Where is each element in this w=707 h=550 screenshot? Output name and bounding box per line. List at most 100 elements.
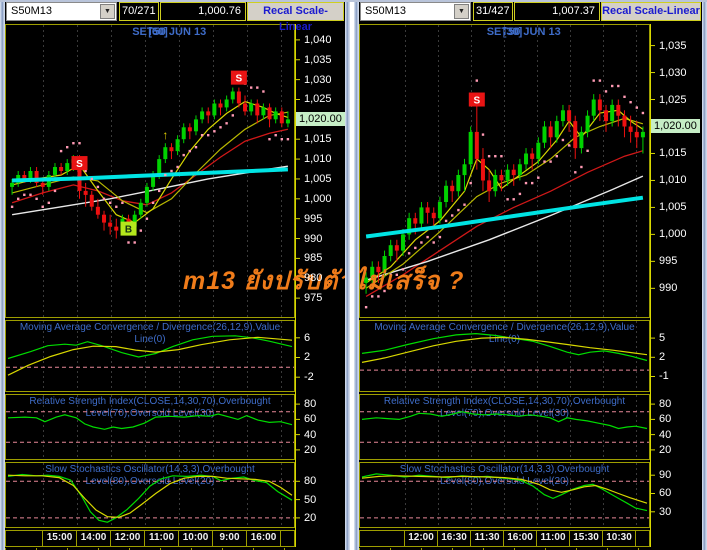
price-tick-label: 1,035 [659, 40, 687, 52]
time-axis-cell: 15:30 [570, 530, 603, 547]
stoch-tick-label: 90 [659, 469, 672, 481]
price-tick-label: 1,040 [304, 34, 332, 46]
time-axis-cell: 15:00 [43, 530, 77, 547]
macd-tick-label: 5 [659, 332, 666, 344]
price-tick-label: 1,005 [304, 173, 332, 185]
stoch-line [361, 473, 648, 512]
recal-scale-button[interactable]: Recal Scale-Linear [601, 2, 701, 21]
rsi-tick-label: 40 [659, 429, 672, 441]
window-edge-right [702, 0, 707, 550]
bar-counter-field: 70/271 [119, 2, 159, 21]
bar-counter-field: 31/427 [473, 2, 513, 21]
chart-panel-left: S50M13 ▼ 70/271 1,000.76 Recal Scale-Lin… [0, 0, 350, 550]
recal-scale-button[interactable]: Recal Scale-Linear [247, 2, 344, 33]
rsi-tick-label: 20 [659, 444, 672, 456]
time-axis-cell: 11:00 [537, 530, 570, 547]
stoch-tick-label: 80 [304, 475, 317, 487]
candlestick-chart[interactable]: S [354, 0, 707, 550]
time-axis-cell [281, 530, 295, 547]
rsi-title: Relative Strength Index(CLOSE,14,30,70),… [29, 396, 271, 419]
buy-signal-marker [120, 221, 137, 236]
dropdown-arrow-icon[interactable]: ▼ [100, 4, 115, 19]
price-tick-label: 1,010 [304, 153, 332, 165]
rsi-tick-label: 80 [304, 398, 317, 410]
dropdown-arrow-icon[interactable]: ▼ [454, 4, 469, 19]
price-tick-label: 995 [304, 213, 323, 225]
price-tick-label: 1,005 [659, 201, 687, 213]
ma-line [365, 195, 644, 239]
time-axis-cell: 14:00 [77, 530, 111, 547]
ma-line [11, 111, 289, 214]
last-price-tag: 1,020.00 [651, 119, 700, 133]
time-axis-cell: 11:30 [471, 530, 504, 547]
svg-text:B: B [125, 225, 132, 236]
macd-line [7, 336, 293, 376]
time-axis-cell: 12:00 [405, 530, 438, 547]
stoch-line [7, 474, 293, 518]
main-plot-frame [359, 24, 650, 318]
sar-dots [364, 79, 645, 309]
time-axis-row: 12:00 16:30 11:30 16:00 11:00 15:30 10:30 [359, 530, 650, 547]
stoch-line [361, 475, 648, 504]
avg-price-field: 1,007.37 [514, 2, 600, 21]
time-axis-cell: 16:30 [438, 530, 471, 547]
svg-text:S: S [76, 159, 83, 170]
rsi-line [361, 411, 648, 430]
price-tick-label: 1,015 [304, 133, 332, 145]
time-axis-cell: 16:00 [247, 530, 281, 547]
panel-header: S50M13 ▼ 31/427 1,007.37 Recal Scale-Lin… [360, 2, 701, 22]
price-tick-label: 995 [659, 255, 678, 267]
ma-line [365, 117, 644, 289]
symbol-dropdown[interactable]: S50M13 ▼ [6, 2, 117, 21]
time-axis-cell: 10:00 [179, 530, 213, 547]
stoch-tick-label: 50 [304, 494, 317, 506]
time-axis-cell: 11:00 [145, 530, 179, 547]
price-tick-label: 1,000 [659, 228, 687, 240]
macd-frame [359, 320, 650, 392]
price-tick-label: 990 [304, 233, 323, 245]
time-axis-cell: 12:00 [111, 530, 145, 547]
time-axis-cell [359, 530, 405, 547]
window-edge-left [0, 0, 5, 550]
candlestick-chart[interactable]: S B ↑ S [0, 0, 350, 550]
rsi-tick-label: 40 [304, 429, 317, 441]
sell-signal-marker [71, 156, 88, 171]
rsi-tick-label: 20 [304, 444, 317, 456]
time-axis-cell: 9:00 [213, 530, 247, 547]
price-tick-label: 1,025 [659, 94, 687, 106]
price-tick-label: 1,010 [659, 174, 687, 186]
right-panel-left-border [354, 0, 359, 550]
rsi-frame [5, 394, 295, 460]
stoch-tick-label: 30 [659, 506, 672, 518]
macd-line [361, 332, 648, 362]
svg-text:S: S [473, 96, 480, 107]
macd-tick-label: 6 [304, 332, 311, 344]
symbol-dropdown[interactable]: S50M13 ▼ [360, 2, 471, 21]
left-panel-right-border [345, 0, 350, 550]
sell-signal-marker [230, 70, 247, 85]
time-axis-cell: 16:00 [504, 530, 537, 547]
ma-line [11, 100, 289, 224]
time-axis-row: 15:00 14:00 12:00 11:00 10:00 9:00 16:00 [5, 530, 295, 547]
price-tick-label: 985 [304, 252, 323, 264]
secondary-axis-row-clipped [5, 548, 295, 550]
time-axis-cell: 10:30 [603, 530, 636, 547]
main-plot-frame [5, 24, 295, 318]
stoch-tick-label: 60 [659, 487, 672, 499]
price-tick-label: 990 [659, 282, 678, 294]
panel-divider[interactable] [350, 0, 354, 550]
price-tick-label: 1,035 [304, 54, 332, 66]
secondary-axis-row-clipped [359, 548, 650, 550]
price-tick-label: 1,030 [659, 67, 687, 79]
ma-line [365, 175, 644, 281]
macd-tick-label: -1 [659, 370, 669, 382]
stoch-frame [5, 462, 295, 528]
up-arrow-marker: ↑ [162, 128, 168, 142]
chart-title: SET50 JUN 13 [30] [486, 26, 561, 38]
symbol-value: S50M13 [365, 5, 406, 17]
sar-dots [10, 74, 290, 244]
price-tick-label: 975 [304, 292, 323, 304]
sell-signal-marker [468, 92, 485, 107]
avg-price-field: 1,000.76 [160, 2, 246, 21]
macd-tick-label: 2 [304, 351, 311, 363]
